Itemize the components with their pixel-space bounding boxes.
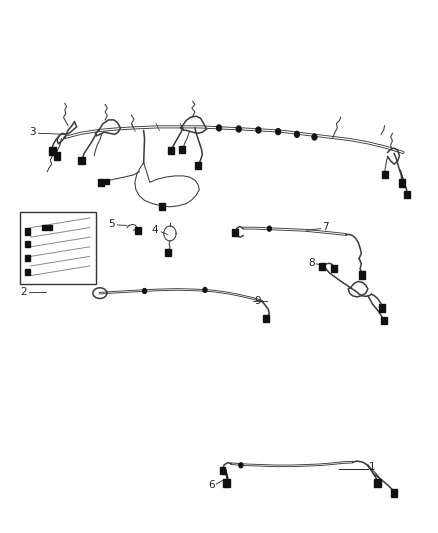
Circle shape	[236, 126, 241, 132]
Bar	[54, 152, 60, 160]
Circle shape	[142, 288, 147, 294]
Text: 8: 8	[309, 259, 315, 268]
Bar	[404, 191, 410, 198]
Circle shape	[239, 463, 243, 468]
Bar	[159, 203, 165, 210]
Bar	[359, 271, 365, 279]
Bar	[25, 255, 30, 261]
Text: 1: 1	[369, 462, 375, 472]
Text: 6: 6	[208, 480, 215, 490]
Bar	[25, 269, 30, 275]
Circle shape	[203, 287, 207, 293]
Bar	[223, 479, 230, 487]
Bar	[381, 317, 387, 324]
Bar	[78, 157, 85, 164]
Bar	[166, 248, 171, 255]
Bar	[233, 229, 238, 237]
Bar	[135, 227, 141, 233]
Circle shape	[312, 134, 317, 140]
Bar	[263, 315, 269, 322]
Bar	[391, 489, 397, 497]
Bar	[379, 304, 385, 312]
Bar	[105, 179, 109, 184]
Bar	[374, 480, 381, 487]
Circle shape	[267, 226, 272, 231]
Text: 7: 7	[322, 222, 328, 232]
Bar	[48, 225, 52, 230]
Bar	[220, 467, 226, 474]
Bar	[168, 147, 173, 155]
Bar	[42, 225, 47, 230]
Circle shape	[216, 125, 222, 131]
Text: 2: 2	[21, 287, 27, 297]
Bar	[319, 263, 325, 270]
Bar	[195, 162, 201, 169]
Bar	[180, 146, 185, 154]
Circle shape	[256, 127, 261, 133]
Bar	[25, 228, 30, 235]
Bar	[20, 212, 96, 284]
Bar	[98, 179, 104, 186]
Bar	[49, 147, 56, 155]
Circle shape	[294, 131, 300, 138]
Bar	[25, 241, 30, 247]
Bar	[332, 265, 337, 271]
Circle shape	[276, 128, 281, 135]
Text: 5: 5	[108, 219, 115, 229]
Bar	[382, 171, 388, 177]
Text: 4: 4	[152, 225, 159, 235]
Text: 3: 3	[29, 127, 36, 137]
Text: 9: 9	[254, 296, 261, 306]
Bar	[399, 179, 405, 187]
